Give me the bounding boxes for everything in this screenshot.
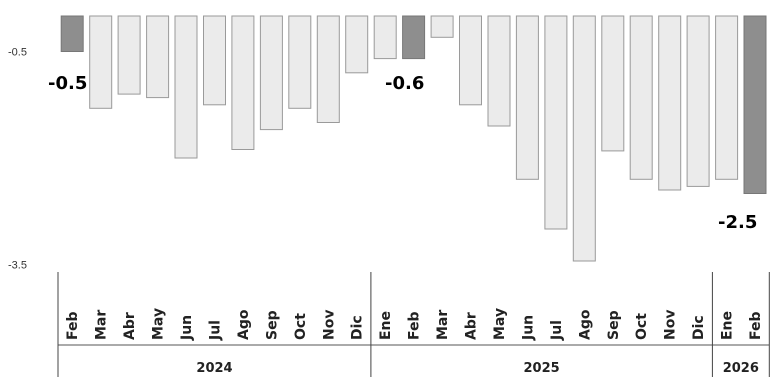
bar-19 <box>601 15 625 152</box>
x-axis: Feb Mar Abr May Jun Jul Ago Sep Oct Nov Dic Ene Feb M… <box>57 272 770 377</box>
y-axis: -0.5 -3.5 <box>8 47 27 272</box>
x-tick-label-8: Oct <box>293 313 309 340</box>
bar-5 <box>203 15 226 106</box>
x-tick-label-16: Jun <box>520 315 536 341</box>
bar-16 <box>515 15 539 180</box>
bar-11 <box>373 15 397 60</box>
x-tick-label-6: Ago <box>236 309 252 340</box>
x-tick-label-15: May <box>492 308 508 340</box>
y-tick-label-1: -3.5 <box>8 260 27 272</box>
x-tick-label-22: Dic <box>691 315 707 340</box>
x-tick-label-21: Nov <box>663 310 679 340</box>
x-tick-label-24: Feb <box>748 311 764 340</box>
bar-23 <box>715 15 739 180</box>
data-label-2: -2.5 <box>718 212 757 233</box>
bar-14 <box>459 15 482 106</box>
x-tick-label-12: Feb <box>407 311 423 340</box>
x-tick-label-9: Nov <box>321 310 337 340</box>
bar-2 <box>117 15 141 95</box>
x-tick-label-0: Feb <box>65 311 81 340</box>
x-tick-label-20: Oct <box>634 313 650 340</box>
bar-22 <box>686 15 710 187</box>
bar-10 <box>345 15 369 74</box>
y-tick-label-0: -0.5 <box>8 47 27 59</box>
bar-8 <box>288 15 312 109</box>
bar-9 <box>316 15 340 123</box>
x-tick-label-10: Dic <box>350 315 366 340</box>
bars-group <box>60 15 767 262</box>
year-label-2025: 2025 <box>524 361 560 376</box>
bar-21 <box>658 15 682 191</box>
data-label-0: -0.5 <box>48 73 87 94</box>
x-tick-label-5: Jul <box>208 320 224 341</box>
bar-3 <box>146 15 170 99</box>
bar-20 <box>629 15 653 180</box>
bar-12 <box>402 15 426 60</box>
x-tick-label-18: Ago <box>577 309 593 340</box>
x-tick-label-1: Mar <box>94 310 110 340</box>
x-tick-label-4: Jun <box>179 315 195 341</box>
bar-18 <box>572 15 596 262</box>
bar-17 <box>544 15 568 230</box>
year-label-2024: 2024 <box>196 361 232 376</box>
bar-24 <box>743 15 767 194</box>
bar-1 <box>89 15 113 109</box>
x-tick-label-7: Sep <box>264 310 280 340</box>
x-tick-label-23: Ene <box>720 311 736 340</box>
x-tick-label-14: Abr <box>464 312 480 340</box>
x-tick-label-17: Jul <box>549 320 565 341</box>
bar-7 <box>259 15 283 131</box>
data-labels-group: -0.5 -0.6 -2.5 <box>48 73 757 233</box>
x-tick-label-2: Abr <box>122 312 138 340</box>
data-label-1: -0.6 <box>385 73 424 94</box>
x-tick-label-3: May <box>151 308 167 340</box>
x-tick-label-13: Mar <box>435 310 451 340</box>
x-tick-label-11: Ene <box>378 311 394 340</box>
bar-0 <box>60 15 84 52</box>
bar-4 <box>174 15 198 159</box>
bar-13 <box>430 15 454 38</box>
bar-6 <box>231 15 255 150</box>
bar-15 <box>487 15 511 127</box>
x-tick-label-19: Sep <box>606 310 622 340</box>
year-label-2026: 2026 <box>723 361 759 376</box>
